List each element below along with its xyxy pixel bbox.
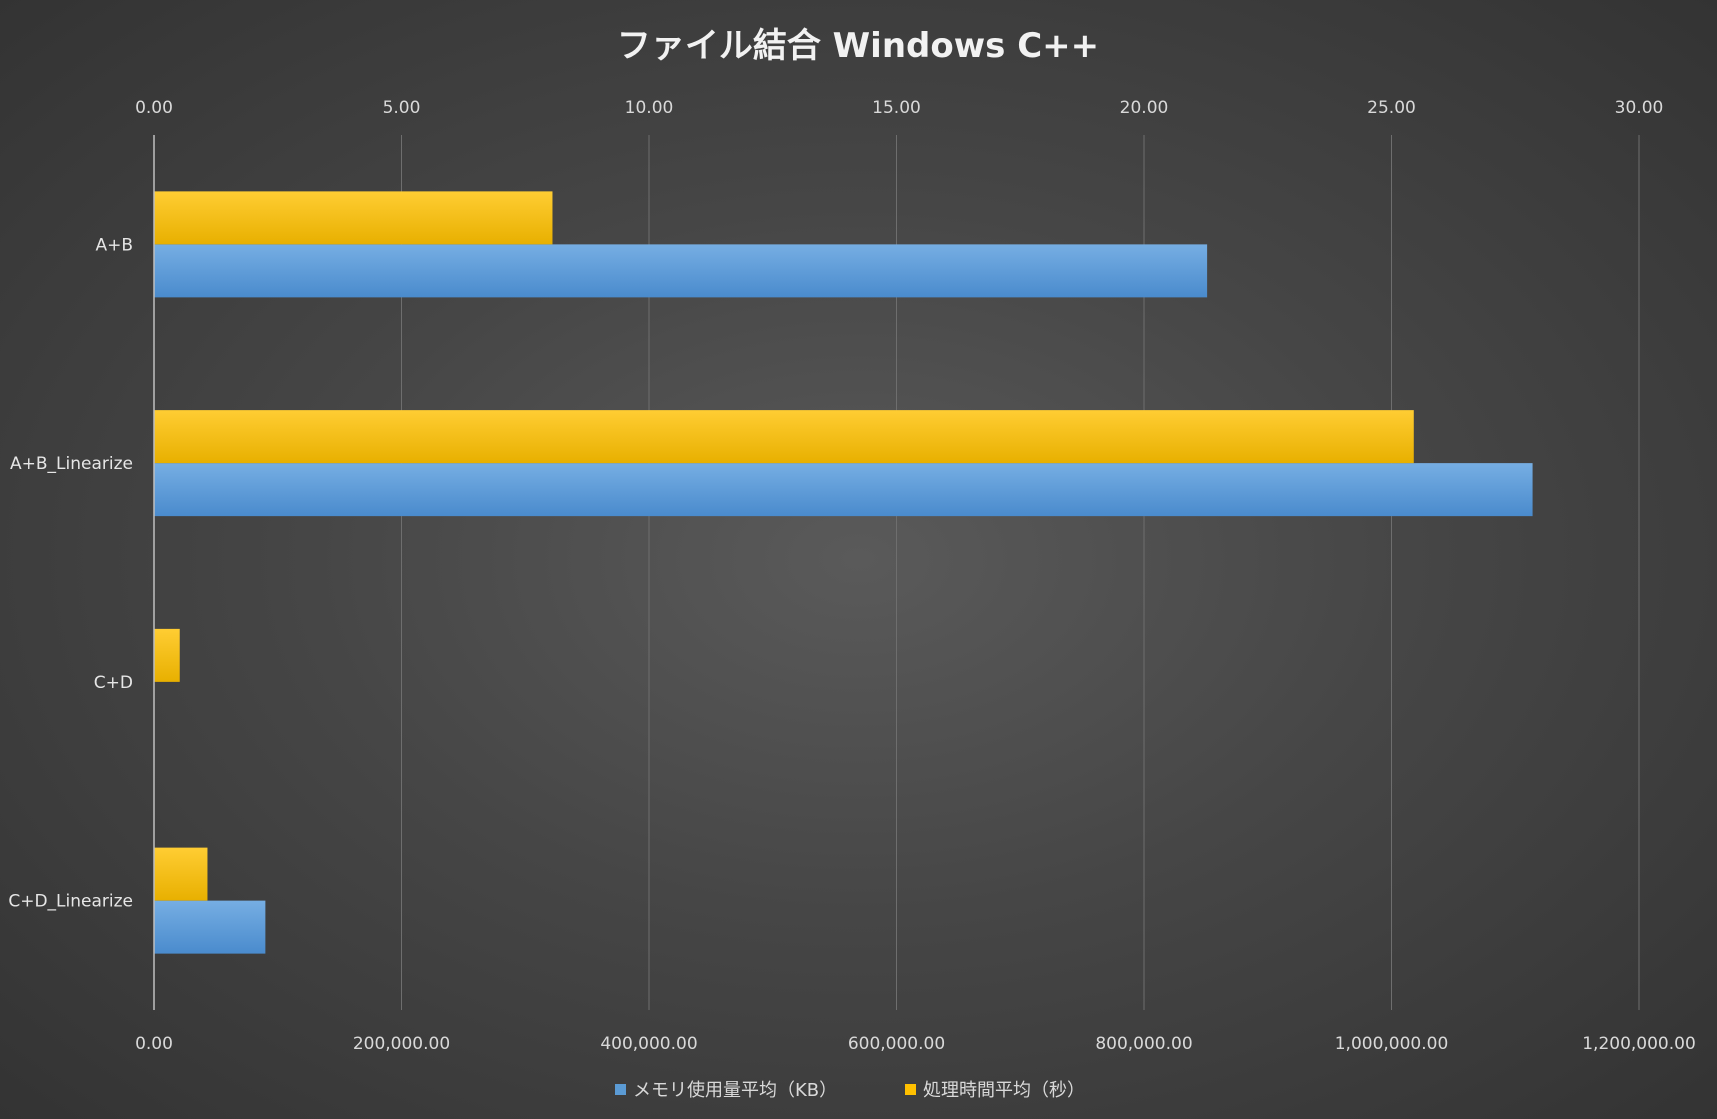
- bottom-axis-ticks: 0.00 200,000.00 400,000.00 600,000.00 800,00…: [135, 1034, 1696, 1054]
- bars: [154, 191, 1533, 954]
- category-label: C+D_Linearize: [8, 892, 133, 912]
- bar-time-1: [154, 191, 553, 245]
- category-labels: A+B A+B_Linearize C+D C+D_Linearize: [8, 235, 133, 911]
- top-axis-ticks: 0.00 5.00 10.00 15.00 20.00 25.00 30.00: [135, 98, 1663, 118]
- legend: メモリ使用量平均（KB） 処理時間平均（秒）: [615, 1080, 1085, 1101]
- bottom-tick-label: 200,000.00: [353, 1034, 450, 1054]
- bar-memory-2: [154, 463, 1533, 517]
- legend-swatch: [615, 1084, 626, 1095]
- bar-time-4: [154, 847, 208, 901]
- bottom-tick-label: 0.00: [135, 1034, 173, 1054]
- category-label: A+B_Linearize: [10, 454, 133, 474]
- legend-label: メモリ使用量平均（KB）: [633, 1080, 837, 1101]
- top-tick-label: 15.00: [872, 98, 921, 118]
- bottom-tick-label: 1,000,000.00: [1335, 1034, 1449, 1054]
- bottom-tick-label: 800,000.00: [1095, 1034, 1192, 1054]
- top-tick-label: 5.00: [383, 98, 421, 118]
- top-tick-label: 30.00: [1615, 98, 1664, 118]
- top-tick-label: 25.00: [1367, 98, 1416, 118]
- bar-memory-1: [154, 244, 1208, 298]
- legend-label: 処理時間平均（秒）: [923, 1080, 1085, 1101]
- bottom-tick-label: 1,200,000.00: [1582, 1034, 1696, 1054]
- chart-title: ファイル結合 Windows C++: [617, 26, 1099, 66]
- top-tick-label: 0.00: [135, 98, 173, 118]
- category-label: C+D: [94, 673, 133, 693]
- top-tick-label: 20.00: [1120, 98, 1169, 118]
- bottom-tick-label: 600,000.00: [848, 1034, 945, 1054]
- bottom-tick-label: 400,000.00: [600, 1034, 697, 1054]
- bar-memory-4: [154, 900, 266, 954]
- legend-swatch: [905, 1084, 916, 1095]
- bar-time-3: [154, 628, 180, 682]
- bar-time-2: [154, 410, 1414, 464]
- category-label: A+B: [95, 235, 133, 255]
- top-tick-label: 10.00: [625, 98, 674, 118]
